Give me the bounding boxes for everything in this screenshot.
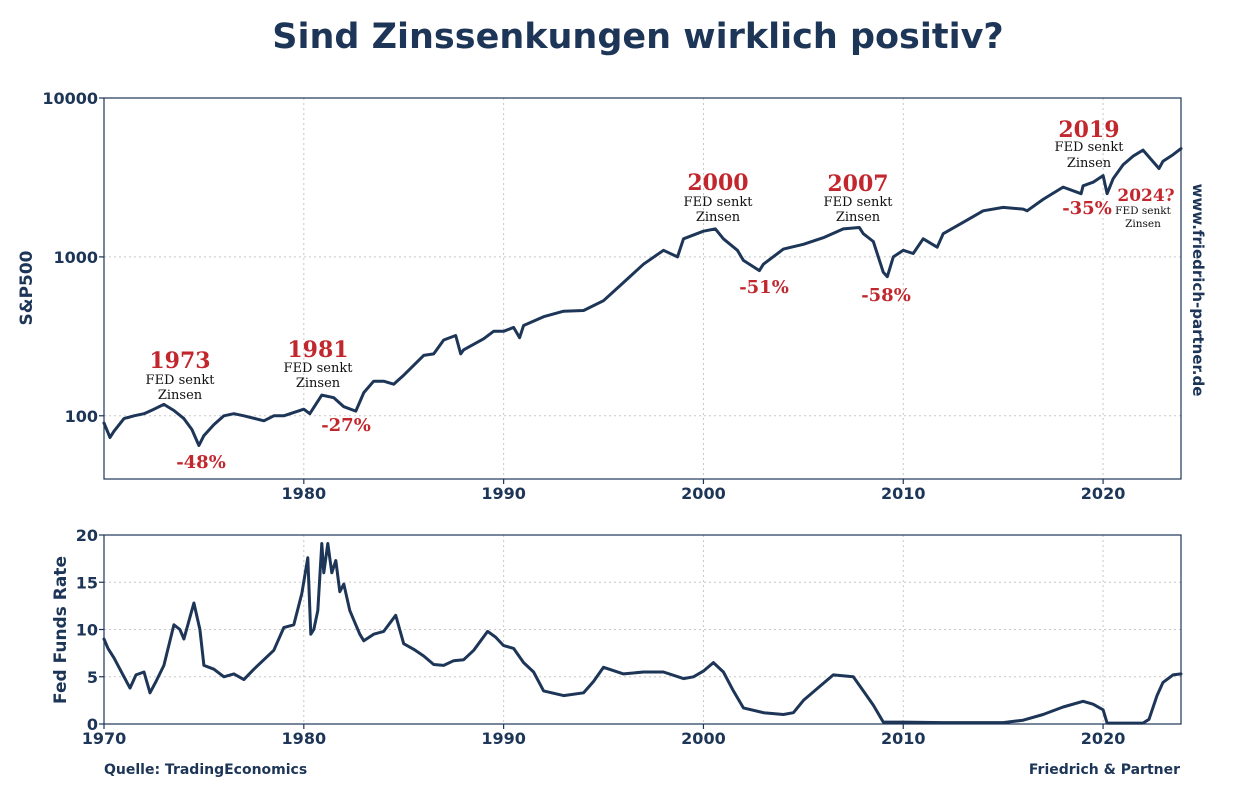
x-tick-label-sp500-4: 2020	[1081, 484, 1126, 503]
fed-funds-panel: 1970 1980 1990 2000 2010 2020 0 5 10 15 20 Fed Fund…	[51, 526, 1183, 748]
annotation-text-line-1: FED senkt	[1115, 205, 1171, 217]
y-tick-label-fedfunds-3: 15	[76, 573, 98, 592]
annotation-text-line-2: Zinsen	[296, 376, 341, 391]
annotation-text-line-2: Zinsen	[696, 210, 741, 225]
annotation-year-label: 2024?	[1117, 186, 1174, 206]
annotation-drop-label: -48%	[176, 452, 226, 473]
annotation-text-line-1: FED senkt	[684, 195, 754, 210]
annotation-text-line-2: Zinsen	[836, 210, 881, 225]
annotation-drop-label: -58%	[861, 285, 911, 306]
y-tick-label-sp500-1: 1000	[53, 248, 98, 267]
y-tick-label-sp500-2: 10000	[42, 89, 98, 108]
annotation-drop-label: -35%	[1062, 198, 1112, 219]
annotation-drop-label: -27%	[321, 415, 371, 436]
y-tick-label-fedfunds-1: 5	[87, 668, 98, 687]
annotation-text-line-2: Zinsen	[1067, 156, 1112, 171]
y-tick-label-fedfunds-4: 20	[76, 526, 98, 545]
annotation-text-line-1: FED senkt	[1055, 140, 1125, 155]
y-tick-label-sp500-0: 100	[65, 407, 98, 426]
annotation-year-label: 1973	[149, 348, 210, 374]
x-tick-label-fedfunds-5: 2020	[1081, 729, 1126, 748]
annotation-text-line-2: Zinsen	[1125, 218, 1161, 230]
y-tick-label-fedfunds-2: 10	[76, 621, 98, 640]
x-tick-label-fedfunds-4: 2010	[881, 729, 926, 748]
chart-title: Sind Zinssenkungen wirklich positiv?	[272, 17, 1003, 57]
x-tick-label-fedfunds-1: 1980	[282, 729, 327, 748]
fedfunds-y-axis-label: Fed Funds Rate	[51, 556, 71, 704]
fedfunds-series-line	[102, 542, 1183, 725]
annotation-year-label: 2007	[827, 171, 888, 197]
sp500-y-axis-label: S&P500	[17, 250, 37, 325]
x-tick-label-sp500-1: 1990	[481, 484, 526, 503]
annotation-year-label: 2019	[1058, 117, 1119, 143]
annotation-year-label: 2000	[687, 170, 748, 196]
source-note: Quelle: TradingEconomics	[104, 762, 307, 778]
annotation-text-line-1: FED senkt	[824, 195, 894, 210]
footer-brand: Friedrich & Partner	[1029, 762, 1180, 778]
annotation-text-line-1: FED senkt	[284, 361, 354, 376]
website-label: www.friedrich-partner.de	[1189, 184, 1207, 397]
x-tick-label-fedfunds-2: 1990	[481, 729, 526, 748]
sp500-plot-frame	[103, 97, 1182, 480]
annotation-year-label: 1981	[287, 337, 348, 363]
annotation-drop-label: -51%	[739, 277, 789, 298]
x-tick-label-sp500-0: 1980	[282, 484, 327, 503]
sp500-series-line	[102, 147, 1183, 447]
x-tick-label-sp500-2: 2000	[681, 484, 726, 503]
x-tick-label-fedfunds-0: 1970	[82, 729, 127, 748]
annotation-text-line-1: FED senkt	[146, 373, 216, 388]
x-tick-label-fedfunds-3: 2000	[681, 729, 726, 748]
annotation-text-line-2: Zinsen	[158, 388, 203, 403]
x-tick-label-sp500-3: 2010	[881, 484, 926, 503]
sp500-panel: 1980 1990 2000 2010 2020 100 1000 10000 S&P500 19…	[17, 89, 1183, 503]
y-tick-label-fedfunds-0: 0	[87, 715, 98, 734]
